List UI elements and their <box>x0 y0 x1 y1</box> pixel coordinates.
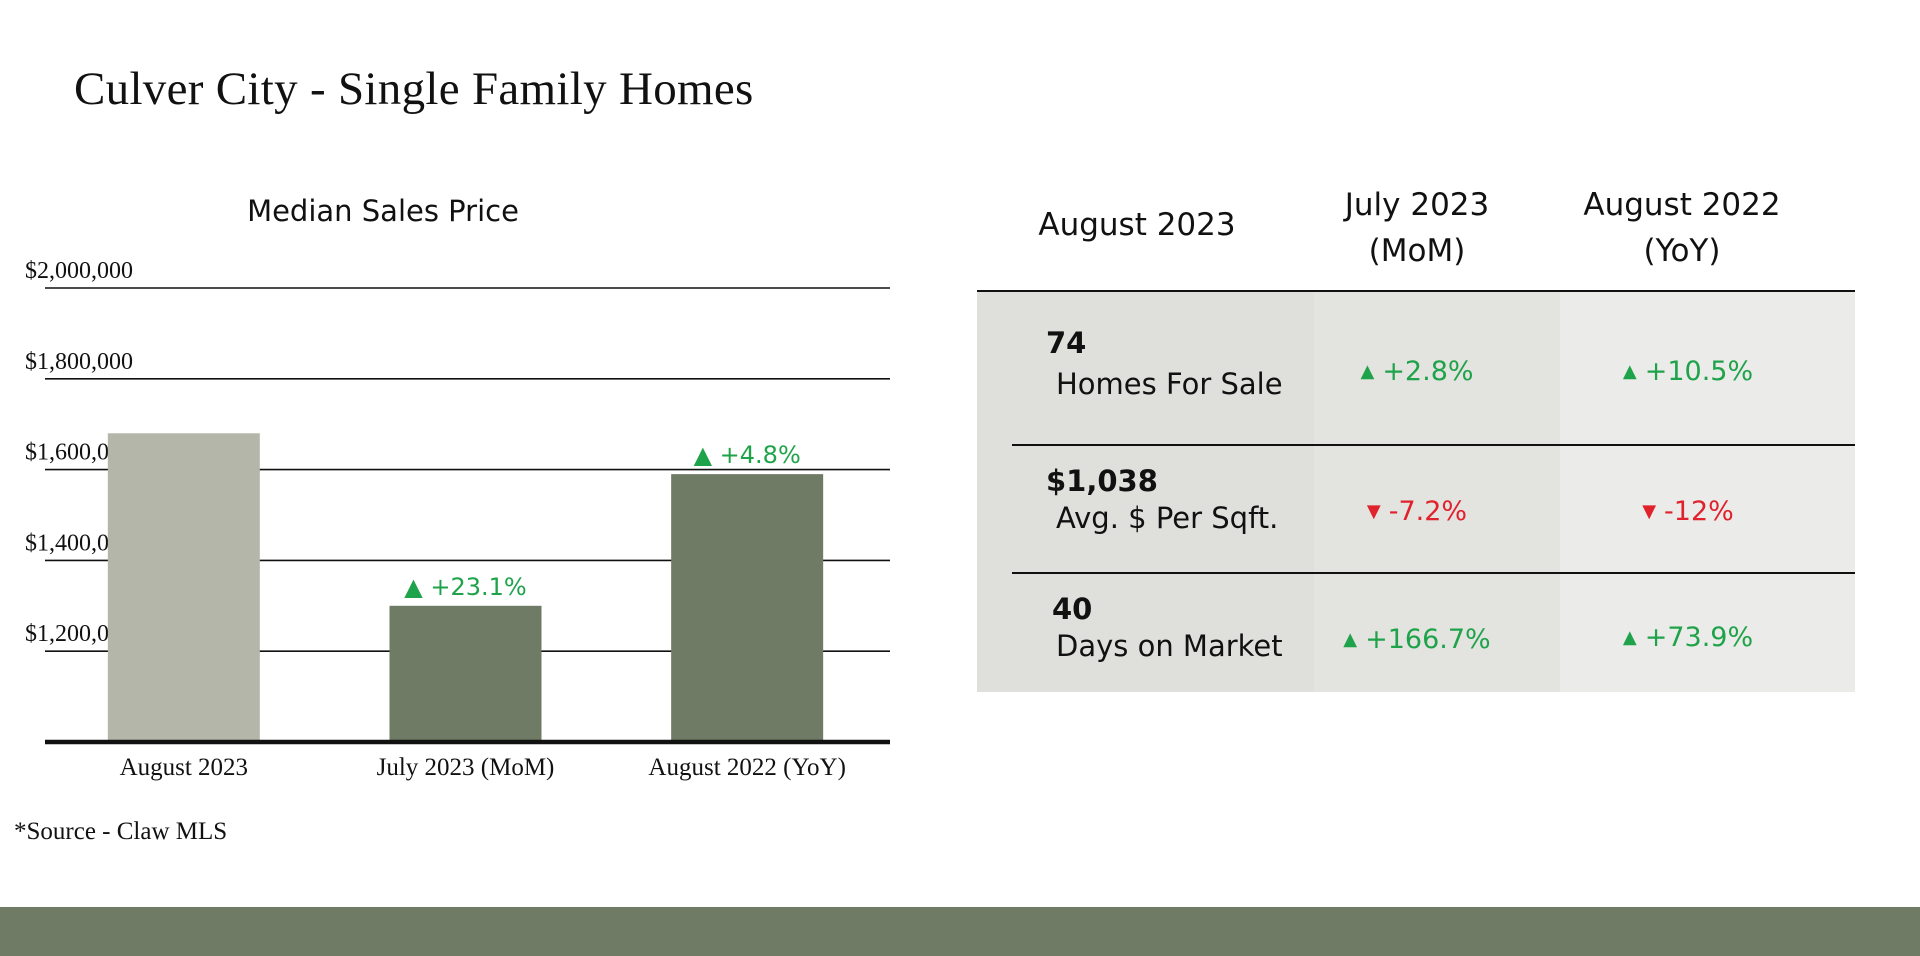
yoy-change: ▲ +10.5% <box>1568 356 1808 387</box>
up-arrow-icon: ▲ <box>1360 361 1375 382</box>
x-tick-label: July 2023 (MoM) <box>377 754 555 781</box>
metric-value: $1,038 <box>1046 464 1158 498</box>
metric-value: 74 <box>1046 326 1087 360</box>
column-bg-yoy <box>1560 292 1855 692</box>
bar-label: ▲ +23.1% <box>404 573 526 601</box>
yoy-change-value: -12% <box>1664 496 1734 527</box>
down-arrow-icon: ▼ <box>1642 501 1657 522</box>
mom-change: ▲ +166.7% <box>1297 624 1537 655</box>
y-tick-label: $2,000,000 <box>25 258 133 284</box>
y-tick-label: $1,800,000 <box>25 349 133 375</box>
stats-table: August 2023 July 2023 (MoM) August 2022 … <box>977 160 1855 692</box>
median-sales-price-chart: $1,200,000$1,400,000$1,600,000$1,800,000… <box>25 258 890 781</box>
page-title: Culver City - Single Family Homes <box>74 63 754 115</box>
mom-change-value: +166.7% <box>1365 624 1491 655</box>
table-row: 40 Days on Market ▲ +166.7% ▲ +73.9% <box>977 574 1855 692</box>
bar <box>389 605 542 742</box>
x-tick-label: August 2023 <box>120 754 248 781</box>
down-arrow-icon: ▼ <box>1366 501 1381 522</box>
mom-change-value: -7.2% <box>1388 496 1468 527</box>
yoy-change: ▲ +73.9% <box>1568 622 1808 653</box>
row-divider <box>1012 444 1855 446</box>
header-mom: July 2023 (MoM) <box>1297 182 1537 274</box>
up-arrow-icon: ▲ <box>1622 361 1637 382</box>
header-current: August 2023 <box>977 202 1297 248</box>
table-body: 74 Homes For Sale ▲ +2.8% ▲ +10.5% $1,038 … <box>977 292 1855 692</box>
header-yoy-line1: August 2022 <box>1583 187 1781 223</box>
bar <box>107 433 260 742</box>
metric-label: Avg. $ Per Sqft. <box>1056 501 1279 535</box>
up-arrow-icon: ▲ <box>1622 627 1637 648</box>
source-note: *Source - Claw MLS <box>14 818 228 845</box>
metric-value: 40 <box>1052 592 1093 626</box>
x-tick-label: August 2022 (YoY) <box>648 754 846 781</box>
chart-title: Median Sales Price <box>247 194 519 228</box>
header-mom-line2: (MoM) <box>1368 233 1466 269</box>
header-current-label: August 2023 <box>1038 207 1236 243</box>
table-header: August 2023 July 2023 (MoM) August 2022 … <box>977 160 1855 292</box>
metric-label: Homes For Sale <box>1056 367 1283 401</box>
table-row: $1,038 Avg. $ Per Sqft. ▼ -7.2% ▼ -12% <box>977 446 1855 572</box>
row-divider <box>1012 572 1855 574</box>
yoy-change-value: +10.5% <box>1644 356 1754 387</box>
header-mom-line1: July 2023 <box>1344 187 1490 223</box>
bar-label: ▲ +4.8% <box>694 441 801 469</box>
column-bg-mom <box>1314 292 1560 692</box>
footer-band <box>0 907 1920 956</box>
header-yoy: August 2022 (YoY) <box>1562 182 1802 274</box>
up-arrow-icon: ▲ <box>1343 629 1358 650</box>
mom-change-value: +2.8% <box>1382 356 1474 387</box>
header-yoy-line2: (YoY) <box>1643 233 1721 269</box>
column-bg-current <box>977 292 1314 692</box>
table-row: 74 Homes For Sale ▲ +2.8% ▲ +10.5% <box>977 292 1855 444</box>
mom-change: ▼ -7.2% <box>1297 496 1537 527</box>
mom-change: ▲ +2.8% <box>1297 356 1537 387</box>
header-divider <box>977 290 1855 292</box>
yoy-change-value: +73.9% <box>1644 622 1754 653</box>
bar <box>671 474 824 742</box>
metric-label: Days on Market <box>1056 629 1283 663</box>
yoy-change: ▼ -12% <box>1568 496 1808 527</box>
